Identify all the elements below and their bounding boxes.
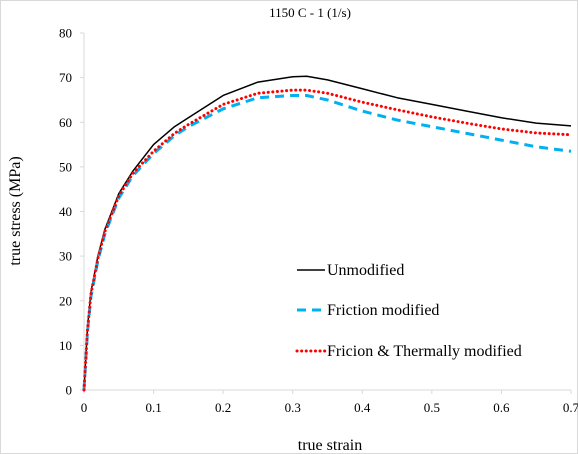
- legend: Unmodified Friction modified Fricion & The…: [295, 262, 522, 360]
- y-tick-label: 10: [59, 338, 72, 353]
- y-tick-label: 80: [59, 26, 72, 41]
- series-layer: [82, 75, 573, 392]
- x-tick-label: 0.1: [145, 400, 161, 415]
- y-tick-label: 50: [59, 159, 72, 174]
- y-axis-label: true stress (MPa): [7, 156, 24, 265]
- x-tick-label: 0: [81, 400, 88, 415]
- y-tick-label: 60: [59, 115, 72, 130]
- x-tick-label: 0.6: [493, 400, 510, 415]
- legend-label-2: Friction modified: [327, 302, 439, 319]
- legend-label-1: Unmodified: [327, 262, 404, 279]
- legend-label-3: Fricion & Thermally modified: [327, 343, 522, 360]
- y-tick-label: 70: [59, 70, 72, 85]
- x-tick-label: 0.7: [563, 400, 578, 415]
- x-tick-label: 0.5: [424, 400, 440, 415]
- x-axis-label: true strain: [298, 437, 362, 454]
- series-line-3: [82, 88, 573, 392]
- x-tick-label: 0.3: [285, 400, 301, 415]
- y-tick-label: 20: [59, 293, 72, 308]
- y-tick-label: 30: [59, 249, 72, 264]
- y-tick-label: 40: [59, 204, 72, 219]
- x-tick-label: 0.4: [354, 400, 371, 415]
- y-tick-label: 0: [66, 383, 73, 398]
- axes: 0 0.1 0.2 0.3 0.4 0.5 0.6 0.7 0 10 20 30 40 50 60 70 80: [59, 26, 578, 416]
- x-tick-label: 0.2: [215, 400, 231, 415]
- chart-title: 1150 C - 1 (1/s): [269, 5, 351, 20]
